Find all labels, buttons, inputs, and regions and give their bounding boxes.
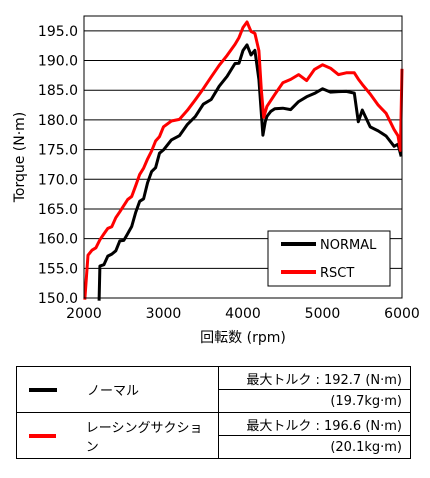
legend: NORMAL RSCT: [267, 230, 391, 287]
y-tick-label-2: 160.0: [38, 232, 78, 248]
legend-label-rsct: RSCT: [320, 266, 354, 281]
x-tick-label-1: 3000: [146, 306, 182, 322]
spec-row-rsct: レーシングサクション 最大トルク : 196.6 (N·m): [16, 412, 411, 459]
x-axis-label: 回転数 (rpm): [200, 330, 286, 346]
max-torque-kg-rsct: (20.1kg·m): [218, 435, 411, 459]
x-tick-labels: 2000 3000 4000 5000 6000: [66, 306, 420, 322]
legend-box: [267, 230, 391, 287]
x-tick-label-2: 4000: [225, 306, 261, 322]
spec-row-rsct-kg: (20.1kg·m): [17, 435, 411, 459]
swatch-normal: [29, 387, 57, 392]
plot-frame: [83, 15, 403, 299]
series-cell-rsct: レーシングサクション: [16, 412, 219, 459]
x-tick-label-3: 5000: [305, 306, 341, 322]
x-tick-label-4: 6000: [384, 306, 420, 322]
series-label-rsct: レーシングサクション: [85, 420, 203, 455]
torque-chart: 150.0 155.0 160.0 165.0 170.0 175.0 180.0 185.0…: [12, 15, 420, 346]
y-tick-labels: 150.0 155.0 160.0 165.0 170.0 175.0 180.0 185.0…: [38, 24, 78, 307]
swatch-rsct: [29, 433, 56, 438]
y-tick-label-7: 185.0: [38, 83, 78, 99]
y-tick-label-6: 180.0: [38, 113, 78, 129]
max-torque-nm-normal: 最大トルク : 192.7 (N·m): [218, 366, 411, 390]
series-line-normal: [97, 43, 403, 301]
y-tick-label-1: 155.0: [38, 261, 78, 277]
y-tick-label-0: 150.0: [38, 291, 78, 307]
series-line-rsct: [83, 20, 404, 300]
y-tick-label-5: 175.0: [38, 143, 78, 159]
series-label-normal: ノーマル: [87, 384, 140, 399]
spec-row-normal: ノーマル 最大トルク : 192.7 (N·m): [16, 366, 411, 413]
y-tick-label-9: 195.0: [38, 24, 78, 40]
x-tick-label-0: 2000: [66, 306, 102, 322]
spec-row-normal-kg: (19.7kg·m): [17, 389, 411, 413]
y-tick-label-8: 190.0: [38, 54, 78, 70]
max-torque-kg-normal: (19.7kg·m): [218, 389, 411, 413]
y-tick-label-4: 170.0: [38, 172, 78, 188]
y-axis-label: Torque (N·m): [12, 112, 28, 204]
series-cell-normal: ノーマル: [16, 366, 219, 413]
y-tick-label-3: 165.0: [38, 202, 78, 218]
series-layer: [83, 20, 404, 301]
legend-label-normal: NORMAL: [320, 238, 377, 253]
max-torque-nm-rsct: 最大トルク : 196.6 (N·m): [218, 412, 411, 436]
spec-table: ノーマル 最大トルク : 192.7 (N·m) (19.7kg·m) レーシン…: [16, 366, 411, 459]
